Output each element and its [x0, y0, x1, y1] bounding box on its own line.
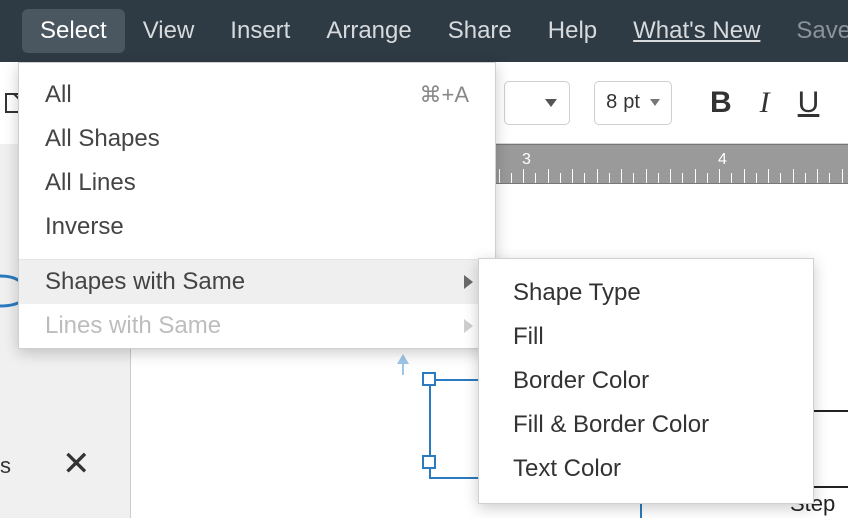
menu-item-inverse[interactable]: Inverse: [19, 205, 495, 249]
menu-share[interactable]: Share: [430, 9, 530, 53]
menu-item-all-shapes[interactable]: All Shapes: [19, 117, 495, 161]
style-dropdown-button[interactable]: [504, 81, 570, 125]
menu-item-all-lines[interactable]: All Lines: [19, 161, 495, 205]
submenu-item-label: Border Color: [513, 367, 649, 395]
underline-button[interactable]: U: [798, 86, 820, 120]
resize-handle[interactable]: [422, 372, 436, 386]
submenu-item-label: Shape Type: [513, 279, 641, 307]
submenu-item-label: Fill & Border Color: [513, 411, 709, 439]
menubar: Select View Insert Arrange Share Help Wh…: [0, 0, 848, 62]
submenu-arrow-icon: [464, 275, 473, 289]
menu-item-label: Lines with Same: [45, 312, 221, 340]
font-size-value: 8: [606, 91, 617, 114]
arrowhead-icon: [395, 354, 411, 366]
menu-item-all[interactable]: All ⌘+A: [19, 73, 495, 117]
menu-item-label: All: [45, 81, 72, 109]
chevron-down-icon: [650, 99, 660, 106]
close-icon[interactable]: ✕: [62, 444, 91, 484]
select-dropdown: All ⌘+A All Shapes All Lines Inverse Sha…: [18, 62, 496, 349]
menu-whats-new[interactable]: What's New: [615, 9, 778, 53]
chevron-down-icon: [545, 99, 557, 107]
font-size-dropdown[interactable]: 8 pt: [594, 81, 672, 125]
submenu-fill-border-color[interactable]: Fill & Border Color: [479, 403, 813, 447]
shapes-with-same-submenu: Shape Type Fill Border Color Fill & Bord…: [478, 258, 814, 504]
menu-item-label: Shapes with Same: [45, 268, 245, 296]
menu-item-label: All Shapes: [45, 125, 160, 153]
menu-help[interactable]: Help: [530, 9, 615, 53]
menu-item-shapes-with-same[interactable]: Shapes with Same: [19, 260, 495, 304]
italic-button[interactable]: I: [760, 86, 770, 120]
menu-item-label: All Lines: [45, 169, 136, 197]
ruler-mark-4: 4: [718, 151, 727, 169]
menu-view[interactable]: View: [125, 9, 213, 53]
menu-select[interactable]: Select: [22, 9, 125, 53]
menu-arrange[interactable]: Arrange: [308, 9, 429, 53]
menu-item-shortcut: ⌘+A: [419, 82, 469, 108]
menu-save[interactable]: Save: [778, 9, 848, 53]
font-size-unit: pt: [623, 91, 640, 114]
menu-item-label: Inverse: [45, 213, 124, 241]
submenu-shape-type[interactable]: Shape Type: [479, 271, 813, 315]
sidebar-text-partial: s: [0, 453, 11, 479]
submenu-item-label: Fill: [513, 323, 544, 351]
menu-item-lines-with-same: Lines with Same: [19, 304, 495, 348]
submenu-item-label: Text Color: [513, 455, 621, 483]
ruler-mark-3: 3: [522, 151, 531, 169]
submenu-border-color[interactable]: Border Color: [479, 359, 813, 403]
menu-insert[interactable]: Insert: [212, 9, 308, 53]
resize-handle[interactable]: [422, 455, 436, 469]
submenu-fill[interactable]: Fill: [479, 315, 813, 359]
submenu-arrow-icon: [464, 319, 473, 333]
submenu-text-color[interactable]: Text Color: [479, 447, 813, 491]
bold-button[interactable]: B: [710, 86, 732, 120]
